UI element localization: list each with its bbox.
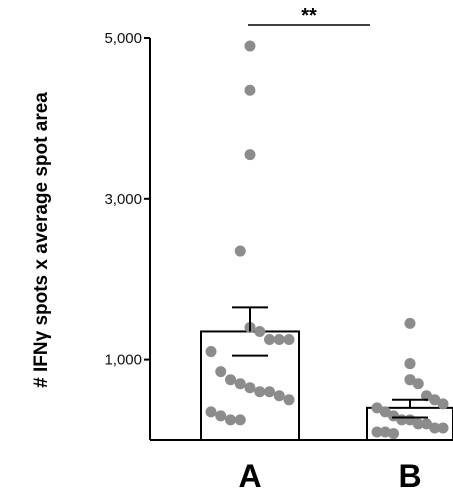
data-point [412,418,424,430]
data-point [215,366,227,378]
error-bars [232,306,428,419]
data-point [264,386,275,398]
data-point [205,346,217,358]
x-category-label: A [238,458,261,494]
data-point [421,390,432,402]
data-point [254,386,266,398]
data-point [371,402,383,414]
data-point [404,358,416,370]
y-tick-label: 5,000 [104,30,142,47]
data-point [244,149,256,161]
data-point [225,414,236,426]
significance-bracket: ** [248,5,370,27]
data-point [429,394,441,406]
data-point [215,410,227,422]
data-point [234,245,246,257]
data-point [273,390,285,402]
data-point [437,422,449,434]
data-point [283,334,295,345]
data-point [388,428,399,440]
x-category-label: B [398,458,421,494]
y-ticks: 1,000 3,000 5,000 [104,30,150,369]
significance-label: ** [301,5,317,27]
data-point [283,394,295,406]
data-point [404,374,416,386]
data-point [264,334,275,345]
data-point [234,378,246,390]
y-tick-label: 3,000 [104,191,142,208]
data-point [421,418,432,430]
data-point [205,406,217,418]
data-point [379,426,391,438]
data-point [244,382,256,394]
data-point [244,40,256,52]
data-point [371,426,383,438]
data-point [388,410,399,422]
data-point [412,378,424,390]
data-point [225,374,236,386]
data-point [254,325,266,337]
data-point [404,317,416,329]
data-point [234,414,246,426]
data-point [437,398,449,410]
y-tick-label: 1,000 [104,352,142,369]
data-points [205,40,449,440]
data-point [244,84,256,96]
y-axis-title: # IFNγ spots x average spot area [31,92,52,388]
data-point [379,406,391,418]
data-point [273,334,285,345]
data-point [429,422,441,434]
